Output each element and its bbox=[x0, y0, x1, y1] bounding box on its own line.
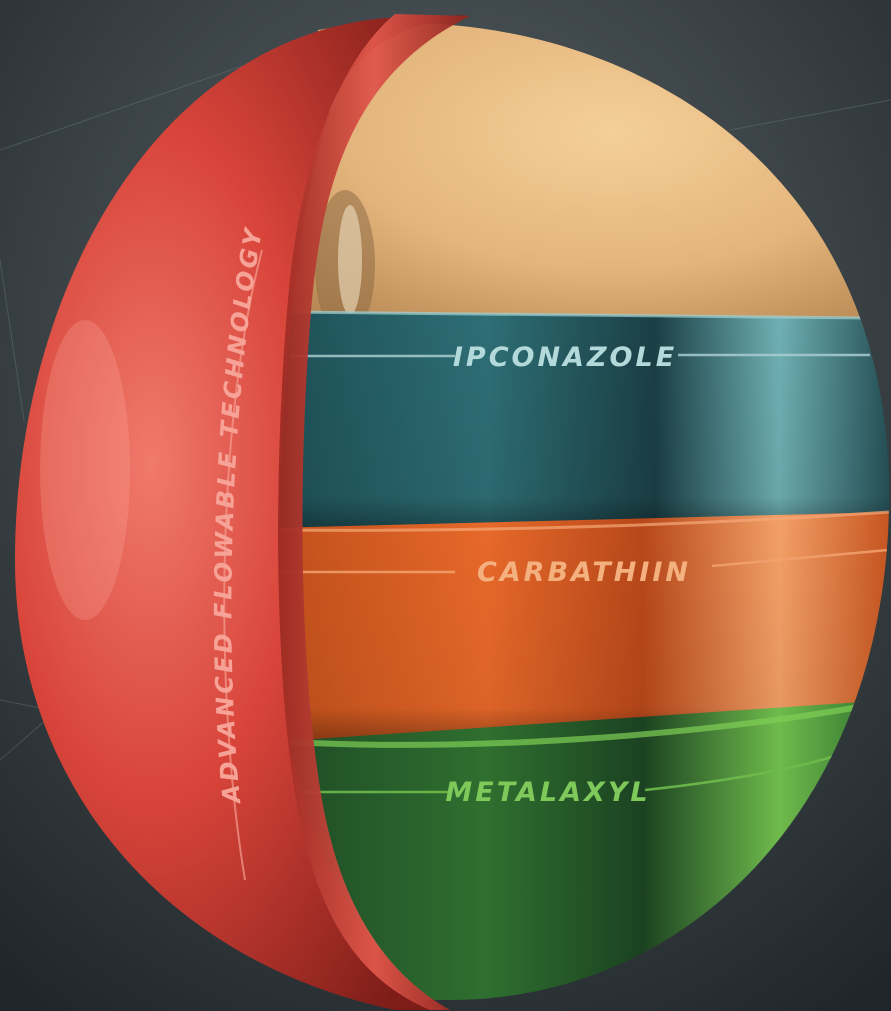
metalaxyl-rule bbox=[300, 754, 836, 794]
ipconazole-rule bbox=[290, 353, 870, 358]
metalaxyl-label: METALAXYL bbox=[445, 777, 650, 808]
carbathiin-label: CARBATHIIN bbox=[477, 557, 691, 588]
background-lines bbox=[0, 59, 891, 761]
advanced-flowable-shell: ADVANCED FLOWABLE TECHNOLOGY bbox=[15, 14, 470, 1010]
ipconazole-label: IPCONAZOLE bbox=[453, 342, 677, 373]
carbathiin-rule bbox=[280, 548, 889, 574]
